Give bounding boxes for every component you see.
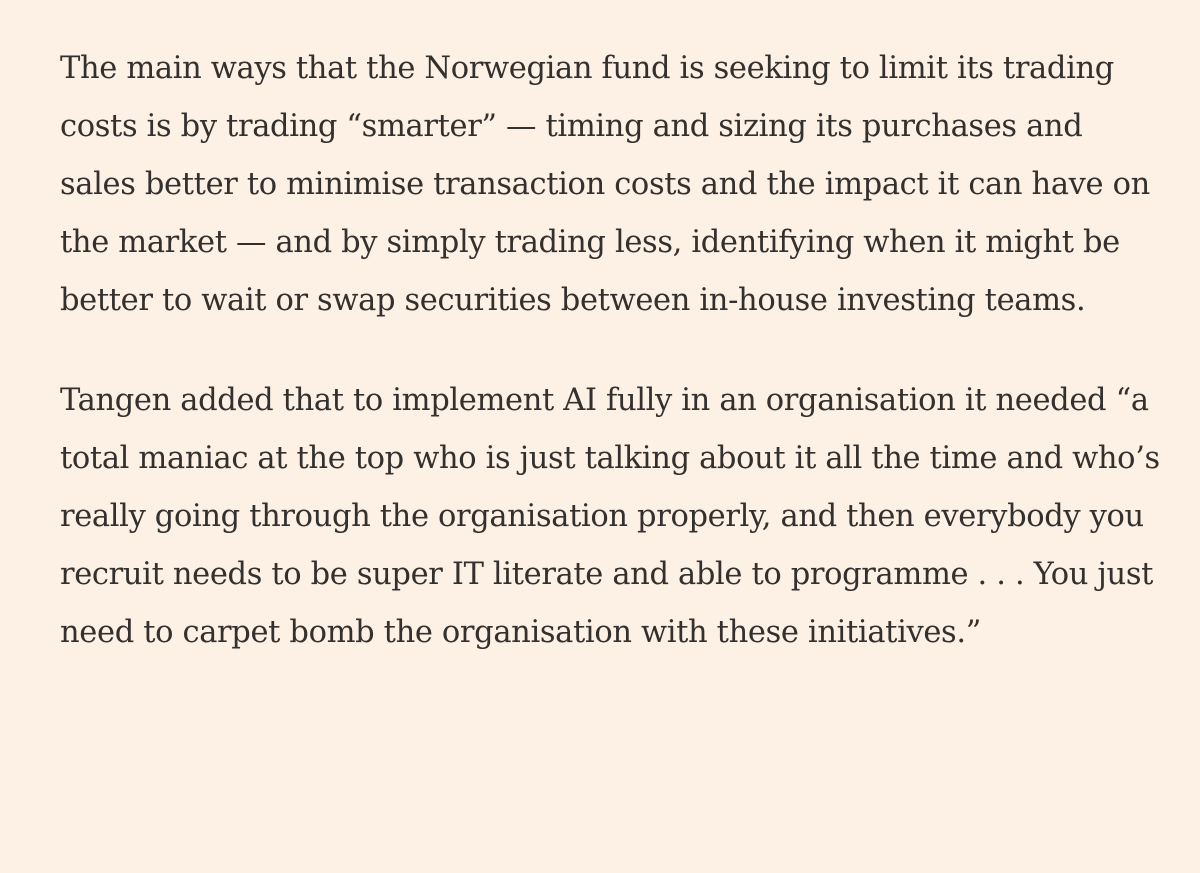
- article-body: The main ways that the Norwegian fund is…: [60, 40, 1160, 662]
- article-paragraph-trading-costs: The main ways that the Norwegian fund is…: [60, 51, 1150, 318]
- article-paragraph-tangen-quote: Tangen added that to implement AI fully …: [60, 383, 1160, 650]
